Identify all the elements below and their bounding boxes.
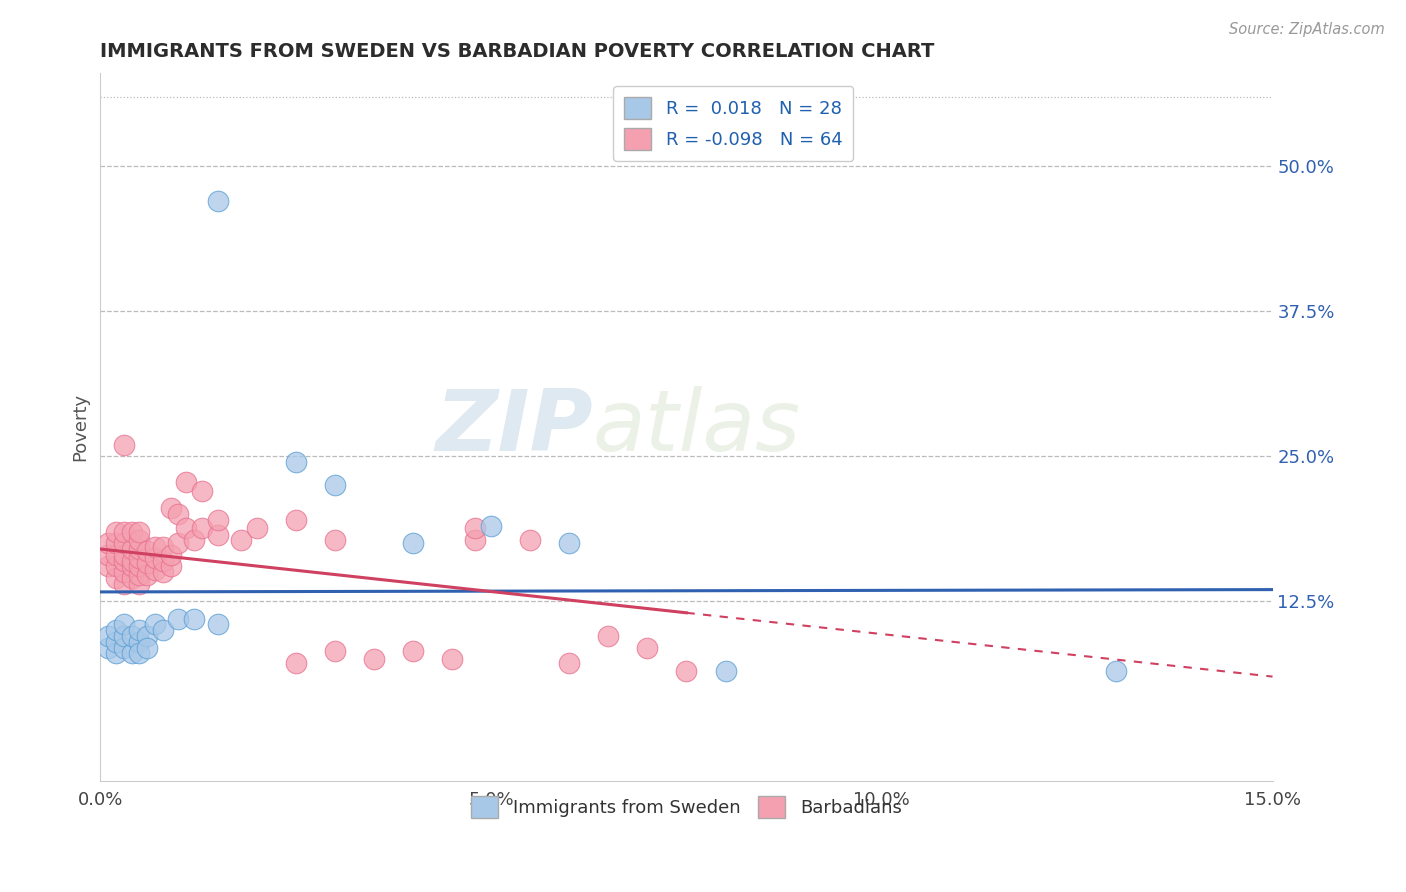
Text: ZIP: ZIP	[434, 385, 593, 468]
Point	[136, 544, 159, 558]
Point	[558, 536, 581, 550]
Point	[558, 656, 581, 670]
Point	[121, 571, 143, 585]
Point	[207, 513, 229, 527]
Point	[284, 656, 307, 670]
Point	[112, 553, 135, 567]
Point	[152, 624, 174, 638]
Point	[128, 551, 150, 566]
Point	[121, 629, 143, 643]
Point	[97, 640, 120, 655]
Point	[136, 629, 159, 643]
Point	[112, 576, 135, 591]
Point	[167, 612, 190, 626]
Point	[104, 548, 127, 562]
Point	[464, 533, 486, 547]
Point	[159, 548, 181, 562]
Point	[128, 533, 150, 547]
Legend: Immigrants from Sweden, Barbadians: Immigrants from Sweden, Barbadians	[464, 789, 908, 825]
Point	[191, 483, 214, 498]
Point	[1105, 664, 1128, 678]
Point	[128, 576, 150, 591]
Point	[128, 624, 150, 638]
Text: Source: ZipAtlas.com: Source: ZipAtlas.com	[1229, 22, 1385, 37]
Point	[323, 644, 346, 658]
Point	[104, 635, 127, 649]
Point	[136, 640, 159, 655]
Point	[440, 652, 463, 666]
Point	[112, 548, 135, 562]
Point	[121, 541, 143, 556]
Point	[183, 612, 205, 626]
Point	[714, 664, 737, 678]
Point	[159, 559, 181, 574]
Point	[323, 478, 346, 492]
Point	[128, 541, 150, 556]
Point	[176, 521, 198, 535]
Point	[143, 617, 166, 632]
Point	[284, 455, 307, 469]
Point	[121, 553, 143, 567]
Point	[519, 533, 541, 547]
Point	[128, 559, 150, 574]
Y-axis label: Poverty: Poverty	[72, 393, 89, 461]
Point	[128, 567, 150, 582]
Point	[104, 559, 127, 574]
Point	[323, 533, 346, 547]
Point	[112, 629, 135, 643]
Point	[167, 507, 190, 521]
Point	[152, 553, 174, 567]
Point	[229, 533, 252, 547]
Point	[136, 556, 159, 570]
Point	[284, 513, 307, 527]
Point	[363, 652, 385, 666]
Point	[675, 664, 697, 678]
Point	[191, 521, 214, 535]
Point	[402, 644, 425, 658]
Point	[598, 629, 620, 643]
Point	[112, 565, 135, 579]
Point	[402, 536, 425, 550]
Point	[479, 518, 502, 533]
Point	[136, 567, 159, 582]
Point	[104, 524, 127, 539]
Point	[152, 540, 174, 554]
Point	[207, 528, 229, 542]
Point	[636, 640, 658, 655]
Point	[143, 551, 166, 566]
Point	[97, 536, 120, 550]
Point	[183, 533, 205, 547]
Point	[112, 640, 135, 655]
Point	[159, 501, 181, 516]
Point	[112, 617, 135, 632]
Point	[104, 647, 127, 661]
Point	[121, 559, 143, 574]
Point	[128, 647, 150, 661]
Point	[143, 563, 166, 577]
Point	[97, 559, 120, 574]
Point	[97, 548, 120, 562]
Text: IMMIGRANTS FROM SWEDEN VS BARBADIAN POVERTY CORRELATION CHART: IMMIGRANTS FROM SWEDEN VS BARBADIAN POVE…	[100, 42, 935, 61]
Text: atlas: atlas	[593, 385, 800, 468]
Point	[104, 536, 127, 550]
Point	[128, 635, 150, 649]
Point	[143, 540, 166, 554]
Point	[207, 194, 229, 208]
Point	[121, 524, 143, 539]
Point	[167, 536, 190, 550]
Point	[97, 629, 120, 643]
Point	[104, 571, 127, 585]
Point	[207, 617, 229, 632]
Point	[112, 437, 135, 451]
Point	[152, 565, 174, 579]
Point	[112, 536, 135, 550]
Point	[464, 521, 486, 535]
Point	[176, 475, 198, 489]
Point	[112, 524, 135, 539]
Point	[128, 524, 150, 539]
Point	[104, 624, 127, 638]
Point	[121, 647, 143, 661]
Point	[246, 521, 269, 535]
